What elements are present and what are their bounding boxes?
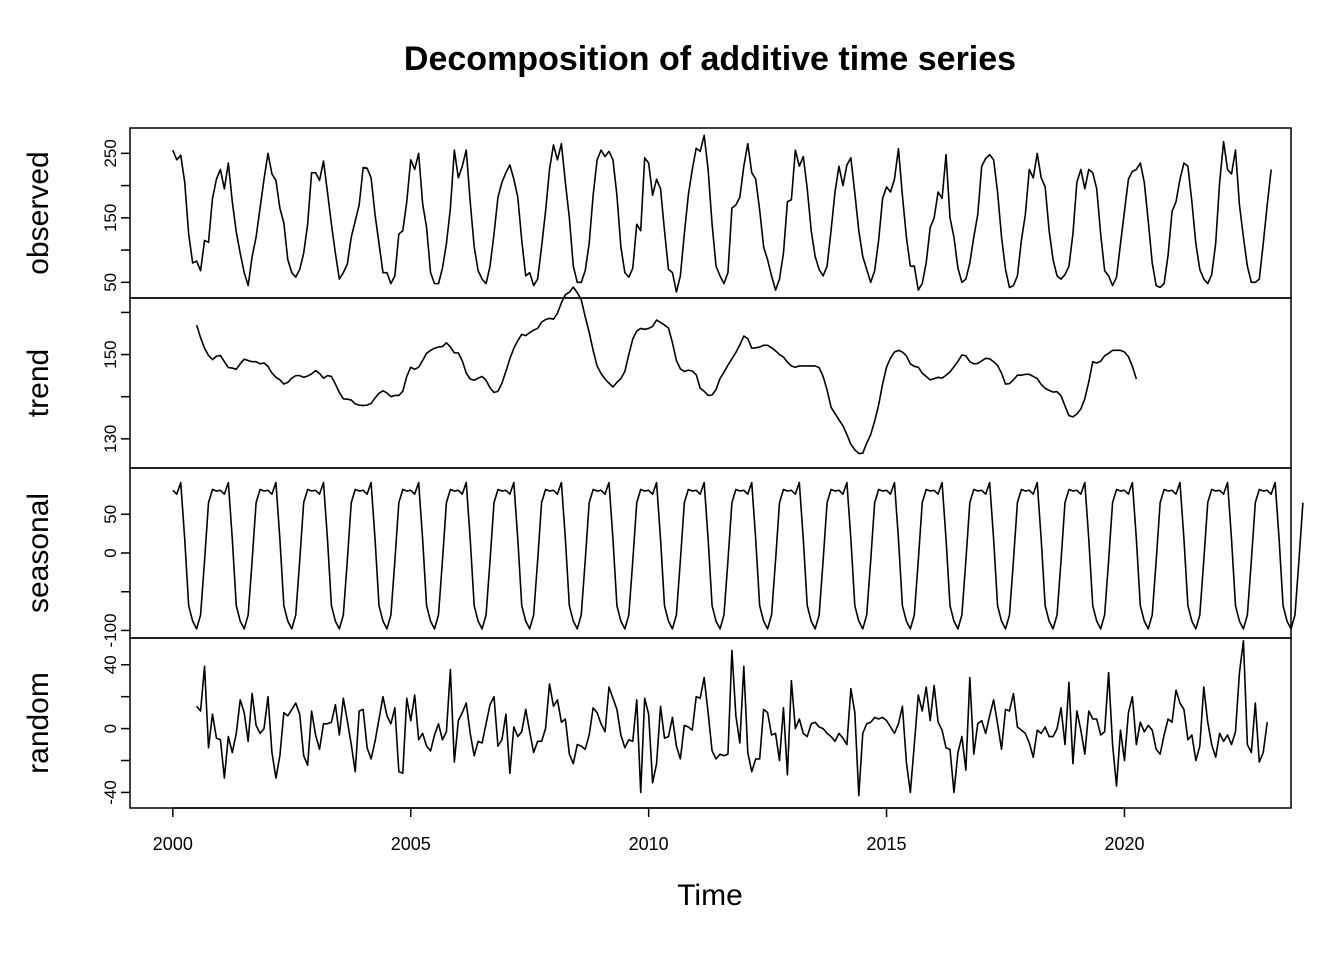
panel-label-seasonal: seasonal: [22, 493, 55, 613]
panel-label-observed: observed: [22, 151, 55, 274]
y-tick-label-random: 40: [101, 655, 120, 674]
x-axis: 2000 2005 2010 2015 2020: [153, 807, 1144, 854]
y-tick-label-random: 0: [101, 724, 120, 733]
x-tick-label: 2020: [1104, 834, 1144, 854]
panel-label-trend: trend: [22, 349, 55, 417]
panels-group: 50 150 250 observed 130 150 trend -100 0 50 season…: [22, 127, 1304, 809]
panel-random: -40 0 40 random: [22, 637, 1292, 809]
y-tick-label-observed: 250: [101, 139, 120, 167]
x-axis-label: Time: [677, 879, 743, 912]
chart-title: Decomposition of additive time series: [404, 40, 1016, 78]
y-tick-label-seasonal: -100: [101, 613, 120, 647]
x-tick-label: 2000: [153, 834, 193, 854]
panel-frame-seasonal: [129, 467, 1292, 639]
y-tick-label-seasonal: 50: [101, 505, 120, 524]
x-tick-label: 2005: [391, 834, 431, 854]
y-tick-label-observed: 150: [101, 204, 120, 232]
x-tick-label: 2015: [867, 834, 907, 854]
panel-label-random: random: [22, 672, 55, 774]
series-line-trend: [195, 286, 1138, 455]
y-tick-label-random: -40: [101, 780, 120, 805]
y-tick-label-trend: 150: [101, 340, 120, 368]
panel-trend: 130 150 trend: [22, 286, 1292, 469]
x-tick-label: 2010: [629, 834, 669, 854]
panel-seasonal: -100 0 50 seasonal: [22, 467, 1304, 647]
y-tick-label-trend: 130: [101, 425, 120, 453]
series-line-random: [195, 640, 1269, 797]
panel-observed: 50 150 250 observed: [22, 127, 1292, 299]
series-line-observed: [172, 134, 1272, 293]
series-line-seasonal: [172, 481, 1304, 630]
y-tick-label-seasonal: 0: [101, 548, 120, 557]
panel-frame-trend: [129, 297, 1292, 469]
y-tick-label-observed: 50: [101, 273, 120, 292]
